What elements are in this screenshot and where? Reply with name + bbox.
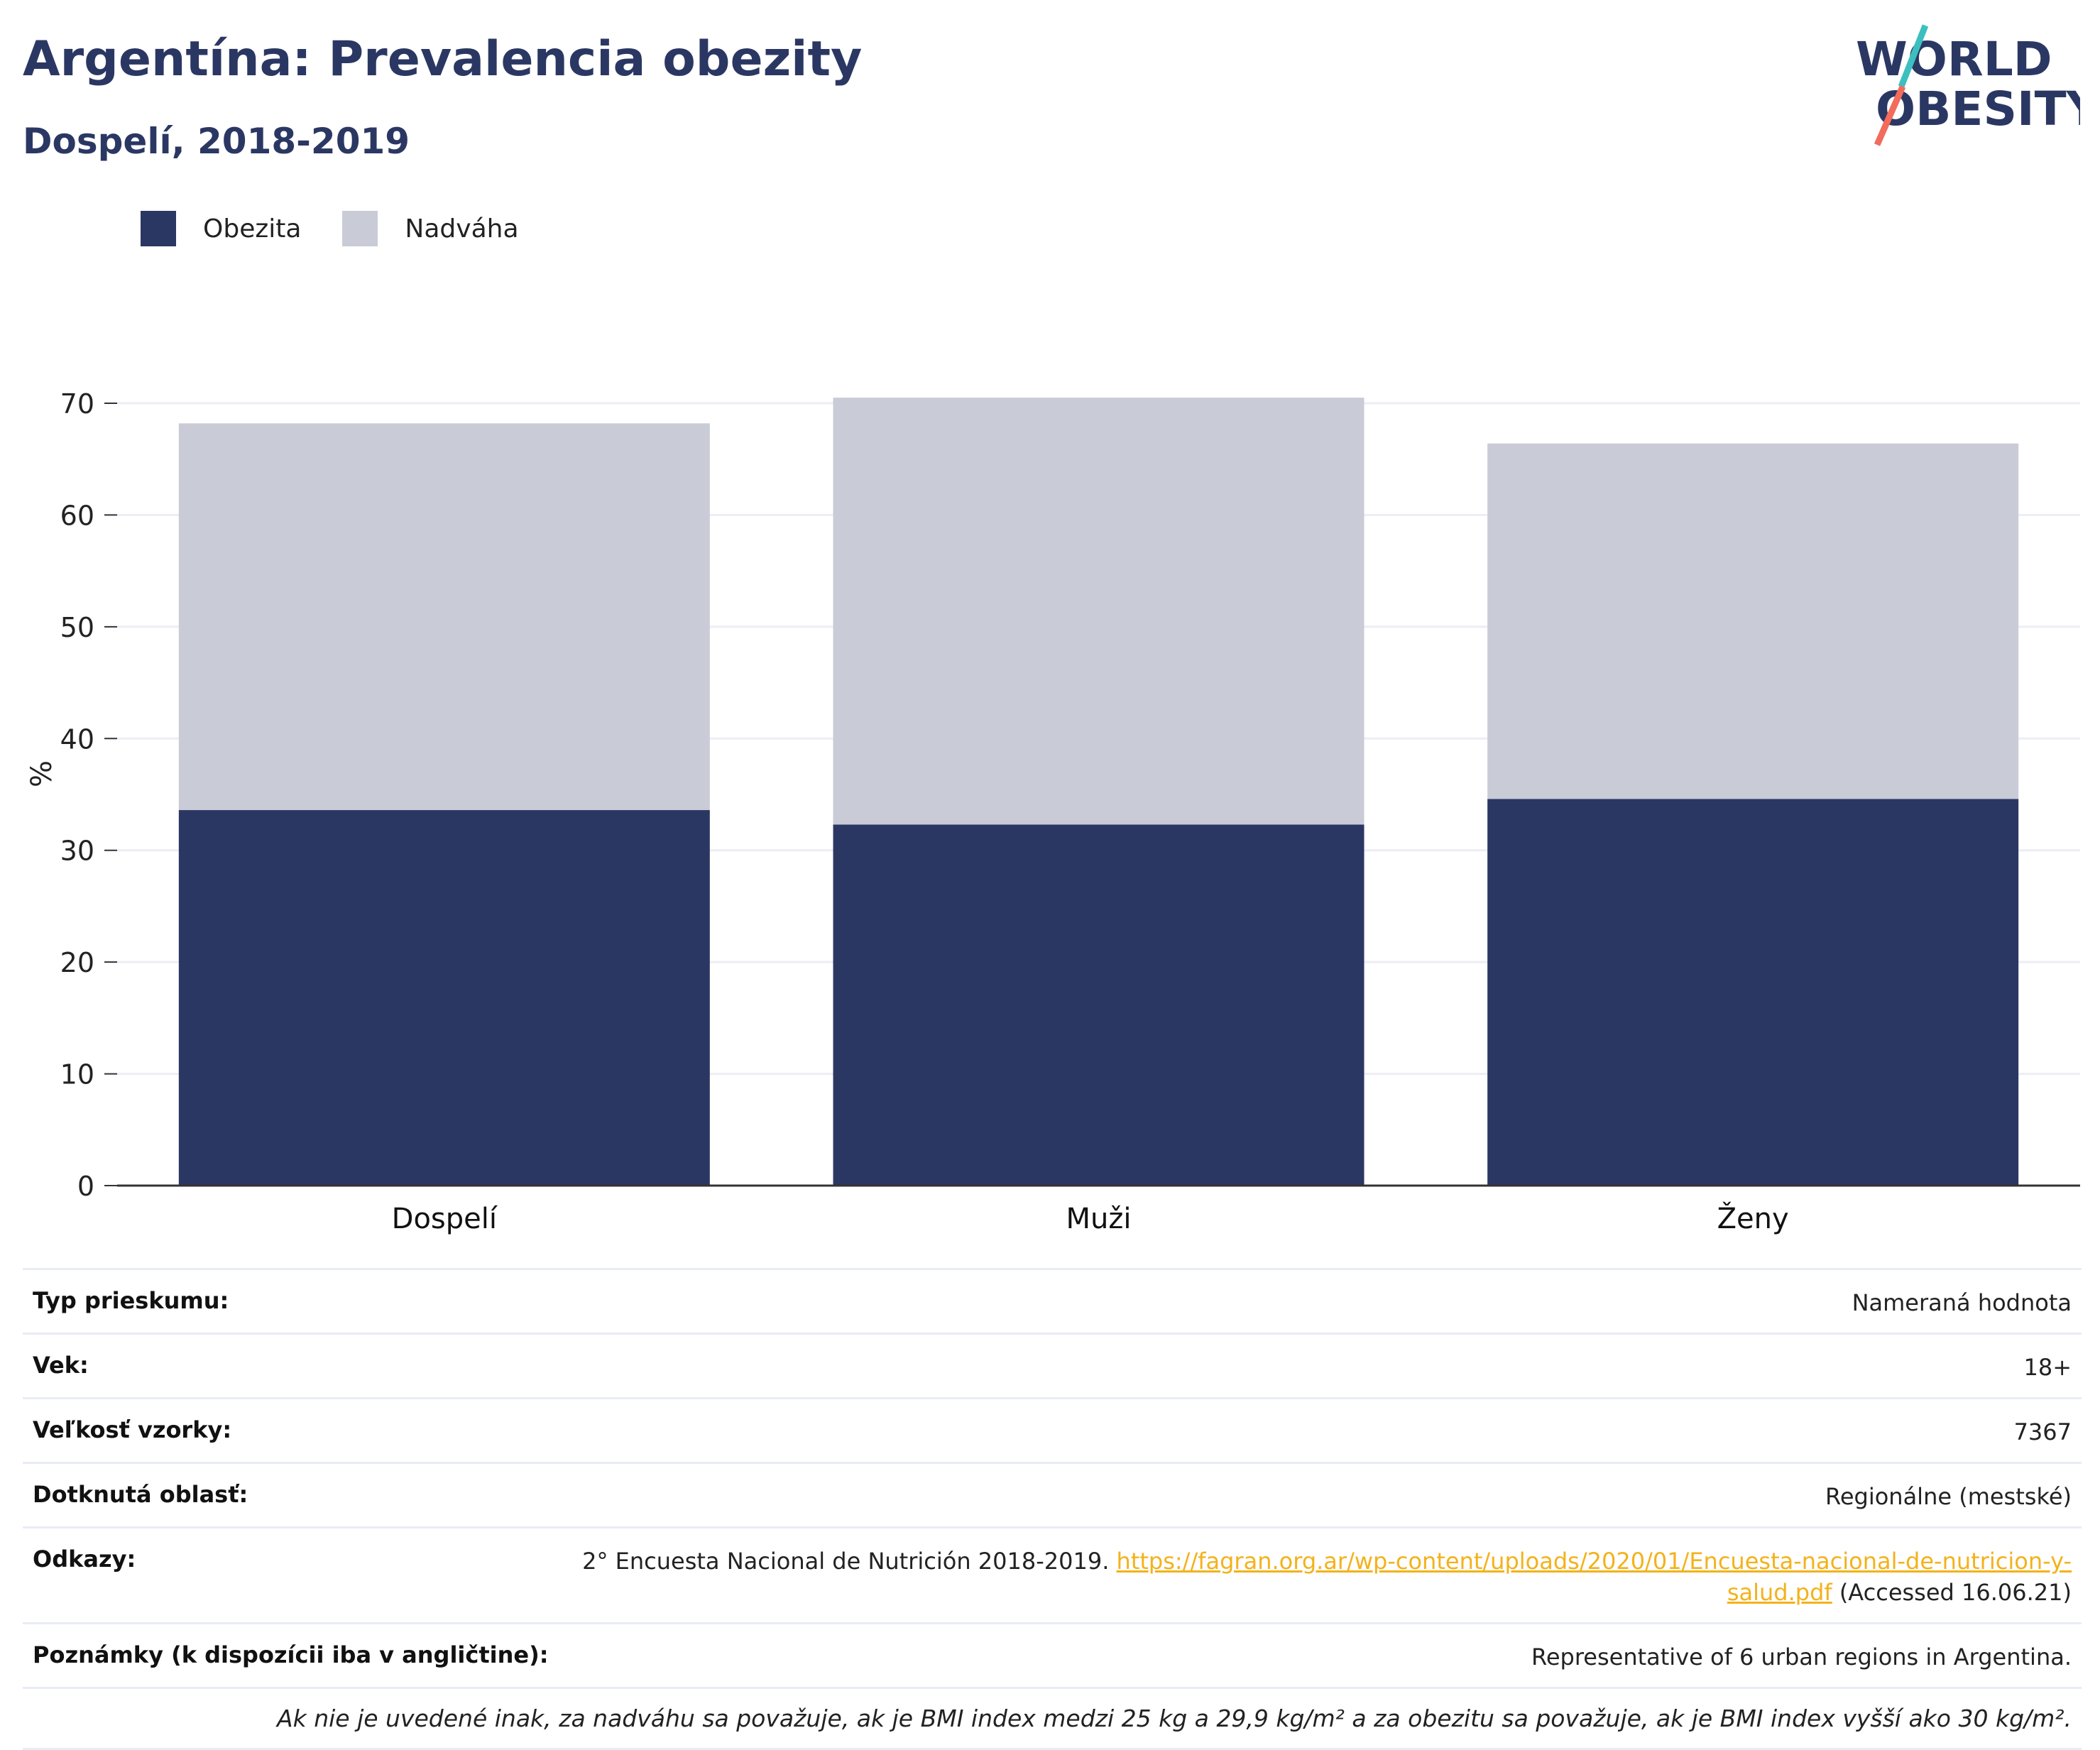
stacked-bar-chart: 0 10 20 30 40 50 60 70 Dospelí Muži Ženy %: [26, 388, 2080, 1235]
bar-obezita[interactable]: [178, 810, 710, 1186]
bmi-footnote: Ak nie je uvedené inak, za nadváhu sa po…: [23, 1687, 2082, 1750]
logo-line2: OBESITY: [1876, 82, 2080, 136]
y-tick-label: 50: [60, 612, 94, 643]
legend-label-obezita: Obezita: [203, 214, 302, 244]
world-obesity-logo: WORLD OBESITY: [1856, 24, 2080, 146]
bar-obezita[interactable]: [1487, 799, 2019, 1186]
y-tick-label: 60: [60, 500, 94, 531]
bar-obezita[interactable]: [833, 824, 1365, 1186]
x-tick-label: Muži: [1066, 1203, 1132, 1235]
y-axis-label: %: [26, 760, 58, 787]
bar-nadvaha[interactable]: [1487, 443, 2019, 799]
info-key-references: Odkazy:: [33, 1546, 136, 1573]
chart-subtitle: Dospelí, 2018-2019: [23, 121, 410, 162]
info-value-notes: Representative of 6 urban regions in Arg…: [1531, 1644, 2072, 1670]
y-tick-label: 0: [77, 1171, 94, 1202]
logo-slash-teal: [1898, 24, 1929, 88]
info-key: Veľkosť vzorky:: [33, 1416, 232, 1443]
reference-accessed: (Accessed 16.06.21): [1832, 1579, 2072, 1606]
reference-link[interactable]: https://fagran.org.ar/wp-content/uploads…: [1116, 1548, 2072, 1606]
x-tick-label: Ženy: [1717, 1201, 1789, 1235]
axes: 0 10 20 30 40 50 60 70 Dospelí Muži Ženy: [60, 388, 2080, 1235]
info-row: Veľkosť vzorky: 7367: [23, 1397, 2082, 1462]
info-value: Regionálne (mestské): [1825, 1483, 2072, 1510]
info-key: Vek:: [33, 1352, 89, 1379]
logo-line1: WORLD: [1856, 32, 2052, 87]
logo-slash-coral: [1874, 85, 1906, 146]
info-key: Dotknutá oblasť:: [33, 1481, 248, 1508]
reference-text: 2° Encuesta Nacional de Nutrición 2018-2…: [582, 1548, 1117, 1575]
info-row-notes: Poznámky (k dispozícii iba v angličtine)…: [23, 1622, 2082, 1687]
info-row: Typ prieskumu: Nameraná hodnota: [23, 1268, 2082, 1333]
info-key-notes: Poznámky (k dispozícii iba v angličtine)…: [33, 1641, 549, 1668]
bar-nadvaha[interactable]: [833, 398, 1365, 825]
info-value-references: 2° Encuesta Nacional de Nutrición 2018-2…: [581, 1546, 2072, 1608]
info-key: Typ prieskumu:: [33, 1287, 229, 1314]
y-tick-label: 10: [60, 1059, 94, 1090]
legend-label-nadvaha: Nadváha: [405, 214, 519, 244]
info-row-references: Odkazy: 2° Encuesta Nacional de Nutrició…: [23, 1526, 2082, 1622]
bar-nadvaha[interactable]: [178, 423, 710, 811]
legend-swatch-obezita: [141, 211, 176, 246]
chart-legend: Obezita Nadváha: [141, 210, 560, 247]
y-tick-label: 40: [60, 723, 94, 755]
info-value: Nameraná hodnota: [1852, 1289, 2072, 1316]
bars: [178, 398, 2019, 1186]
legend-item-nadvaha[interactable]: Nadváha: [342, 211, 519, 246]
chart-title: Argentína: Prevalencia obezity: [23, 31, 863, 87]
legend-item-obezita[interactable]: Obezita: [141, 211, 301, 246]
y-tick-label: 70: [60, 388, 94, 420]
info-value: 18+: [2023, 1354, 2072, 1381]
x-tick-label: Dospelí: [392, 1203, 498, 1235]
legend-swatch-nadvaha: [342, 211, 378, 246]
y-tick-label: 20: [60, 947, 94, 978]
y-tick-label: 30: [60, 836, 94, 867]
info-row: Vek: 18+: [23, 1333, 2082, 1397]
info-value: 7367: [2013, 1418, 2072, 1445]
survey-info-table: Typ prieskumu: Nameraná hodnota Vek: 18+ Veľ…: [23, 1268, 2082, 1750]
info-row: Dotknutá oblasť: Regionálne (mestské): [23, 1462, 2082, 1526]
